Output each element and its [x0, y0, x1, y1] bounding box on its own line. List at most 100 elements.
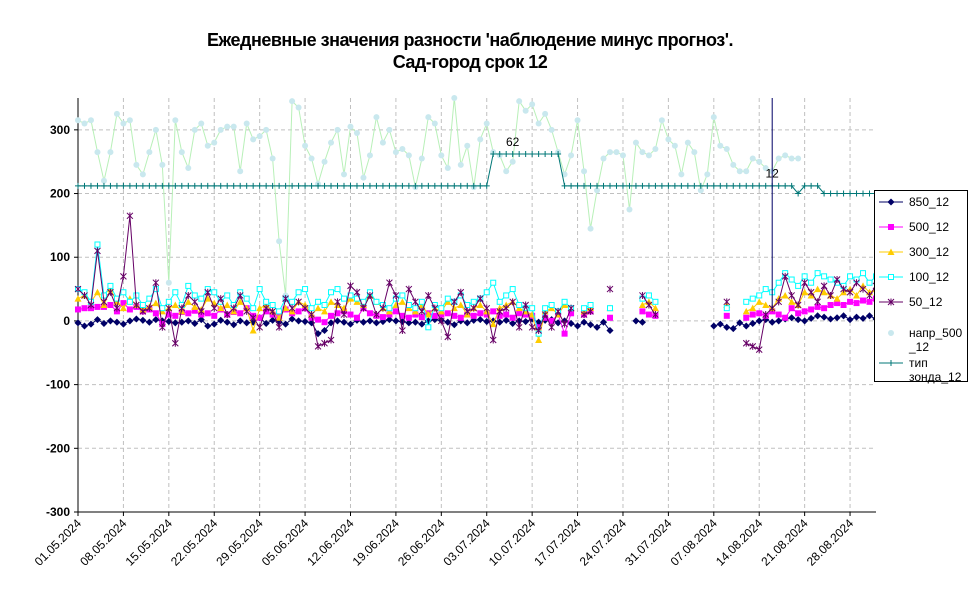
point-50: [827, 291, 834, 299]
point-100: [581, 305, 588, 312]
point-napr: [373, 114, 380, 121]
point-napr: [684, 139, 691, 146]
point-100: [743, 298, 750, 305]
point-300: [457, 301, 465, 308]
x-tick-label: 07.08.2024: [668, 516, 721, 569]
point-tip: [373, 182, 380, 189]
point-tip: [801, 182, 808, 189]
point-300: [314, 304, 322, 312]
point-tip: [866, 190, 873, 197]
point-50: [152, 279, 160, 287]
point-tip: [691, 182, 698, 189]
point-50: [295, 298, 302, 306]
point-tip: [834, 190, 841, 197]
x-tick-label: 14.08.2024: [713, 516, 766, 569]
point-tip: [496, 151, 503, 158]
x-tick-label: 22.05.2024: [168, 516, 221, 569]
point-50: [262, 304, 270, 312]
point-napr: [269, 155, 276, 162]
point-850: [288, 315, 296, 323]
point-100: [100, 292, 107, 299]
point-850: [833, 314, 841, 322]
point-50: [87, 301, 95, 309]
point-850: [853, 313, 861, 321]
point-50: [360, 304, 367, 312]
point-napr: [204, 142, 211, 149]
point-napr: [100, 177, 107, 184]
point-100: [107, 282, 114, 289]
x-tick-label: 24.07.2024: [577, 516, 630, 569]
point-850: [775, 317, 783, 325]
point-napr: [535, 120, 542, 127]
point-napr: [665, 136, 672, 143]
point-napr: [671, 142, 678, 149]
point-50: [249, 314, 257, 322]
point-500: [412, 311, 419, 318]
point-tip: [237, 182, 244, 189]
tick-labels: 300 200 100 0 -100 -200 -30001.05.202408.05.20…: [32, 123, 857, 569]
point-50: [373, 311, 380, 319]
point-50: [94, 247, 101, 255]
point-300: [119, 304, 127, 312]
point-napr: [581, 168, 588, 175]
point-napr: [691, 149, 698, 156]
point-napr: [113, 110, 120, 117]
point-50: [392, 291, 400, 299]
point-50: [548, 323, 555, 331]
point-tip: [360, 182, 367, 189]
point-500: [386, 311, 393, 318]
point-500: [237, 310, 244, 317]
point-napr: [483, 120, 490, 127]
point-100: [847, 273, 854, 280]
point-tip: [782, 182, 789, 189]
point-napr: [243, 120, 250, 127]
point-500: [315, 316, 322, 323]
point-napr: [568, 152, 575, 159]
point-300: [256, 304, 264, 312]
point-tip: [418, 182, 425, 189]
point-50: [184, 291, 192, 299]
point-50: [866, 291, 873, 299]
point-napr: [529, 101, 536, 108]
point-tip: [353, 182, 360, 189]
point-50: [561, 320, 568, 328]
point-napr: [697, 187, 704, 194]
point-napr: [178, 149, 185, 156]
point-300: [424, 311, 432, 318]
point-tip: [626, 182, 633, 189]
point-100: [308, 305, 315, 312]
point-50: [301, 304, 309, 312]
point-100: [652, 298, 659, 305]
point-50: [204, 288, 212, 296]
point-500: [94, 303, 101, 310]
x-tick-label: 26.06.2024: [395, 516, 448, 569]
point-napr: [451, 95, 458, 101]
point-500: [353, 314, 360, 321]
point-50: [269, 307, 276, 315]
point-850: [522, 318, 530, 326]
point-500: [165, 311, 172, 318]
point-tip: [126, 182, 133, 189]
point-100: [328, 289, 335, 296]
point-850: [340, 318, 348, 326]
point-300: [781, 291, 789, 299]
point-napr: [762, 165, 769, 172]
point-50: [554, 307, 562, 315]
x-tick-label: 31.07.2024: [622, 516, 675, 569]
point-500: [152, 310, 159, 317]
point-100: [315, 298, 322, 305]
point-50: [327, 336, 335, 344]
point-300: [171, 301, 179, 308]
point-50: [749, 342, 757, 350]
point-50: [840, 285, 847, 293]
point-tip: [159, 182, 166, 189]
point-tip: [814, 182, 821, 189]
point-napr: [308, 155, 315, 162]
point-napr: [379, 139, 386, 146]
point-50: [580, 311, 588, 319]
point-tip: [548, 151, 555, 158]
point-tip: [522, 151, 529, 158]
point-100: [295, 289, 302, 296]
point-50: [81, 291, 88, 299]
annotation-label: 62: [506, 135, 520, 149]
